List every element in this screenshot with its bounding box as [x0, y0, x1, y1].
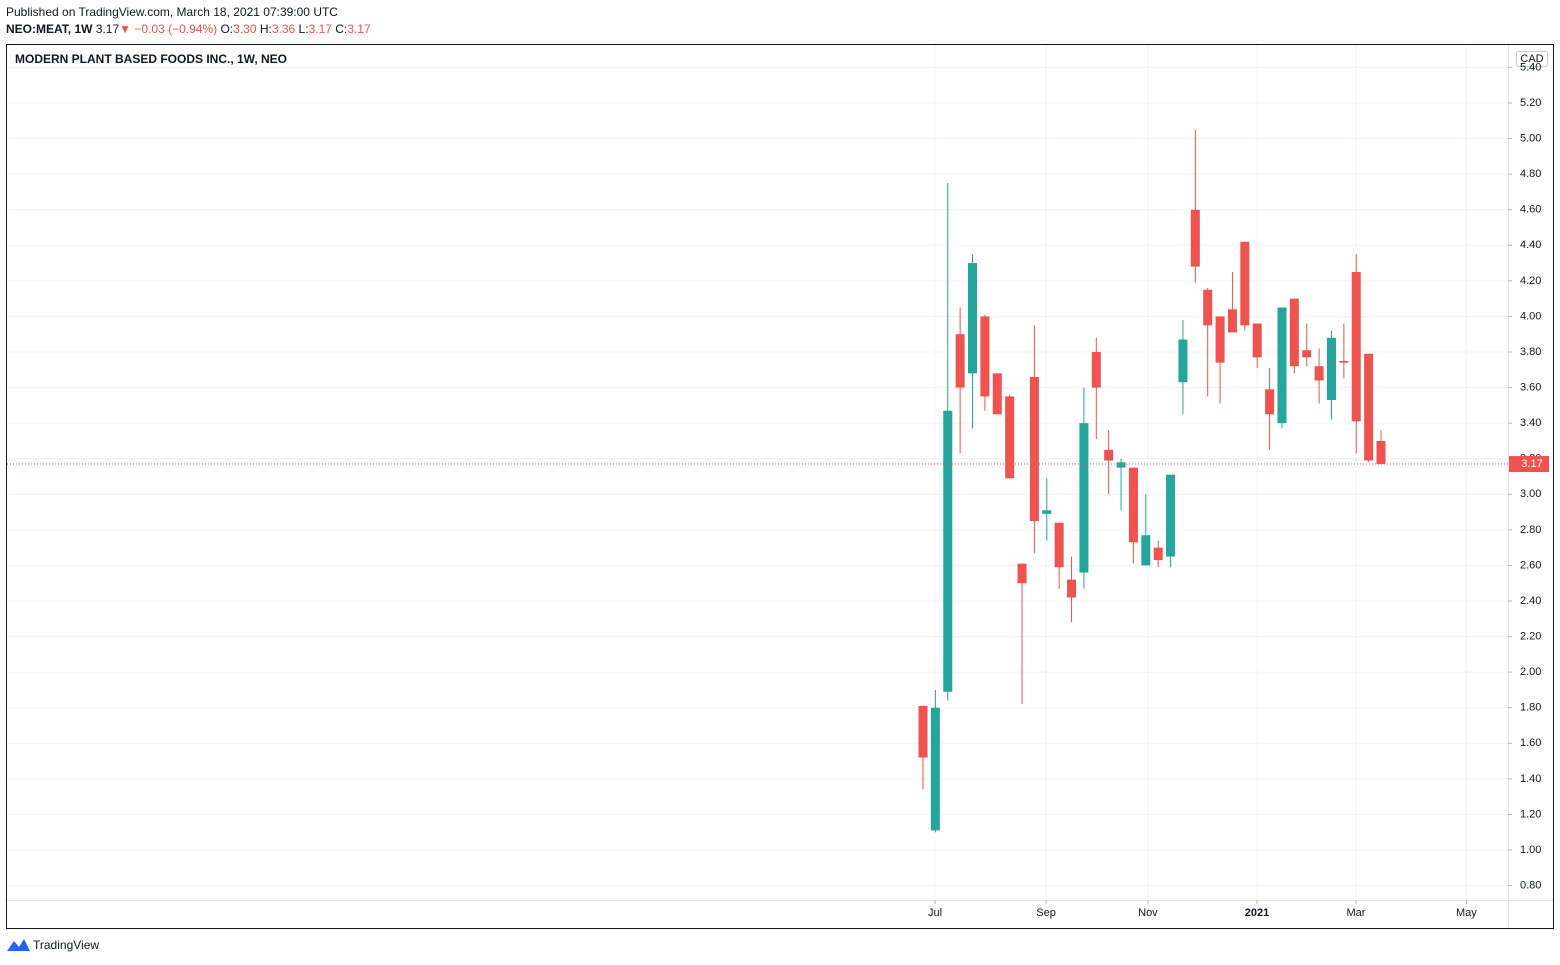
- y-tick-label: 1.40: [1520, 773, 1541, 785]
- candle-body: [955, 334, 965, 388]
- y-tick-label: 3.00: [1520, 488, 1541, 500]
- chart-title: MODERN PLANT BASED FOODS INC., 1W, NEO: [15, 52, 287, 66]
- candle-body: [1091, 351, 1101, 388]
- candle-body: [1339, 360, 1349, 363]
- y-tick-label: 4.40: [1520, 239, 1541, 251]
- candle-body: [1067, 579, 1077, 598]
- change: −0.03 (−0.94%): [134, 22, 218, 36]
- x-tick-label: Nov: [1138, 907, 1158, 919]
- currency-box: [1516, 51, 1548, 67]
- candle-body: [1017, 563, 1027, 584]
- candle-body: [1215, 316, 1225, 363]
- y-tick-label: 1.80: [1520, 702, 1541, 714]
- candle-body: [1029, 376, 1039, 521]
- y-tick-label: 0.80: [1520, 879, 1541, 891]
- candle-body: [918, 705, 928, 758]
- x-tick-label: Sep: [1036, 907, 1056, 919]
- symbol-line: NEO:MEAT, 1W 3.17▼ −0.03 (−0.94%) O:3.30…: [6, 22, 371, 36]
- candle-body: [1326, 337, 1336, 401]
- y-tick-label: 2.40: [1520, 595, 1541, 607]
- candle-body: [1227, 309, 1237, 333]
- y-tick-label: 5.40: [1520, 61, 1541, 73]
- candle-body: [1364, 353, 1374, 461]
- candle-body: [1314, 366, 1324, 381]
- y-tick-label: 1.60: [1520, 737, 1541, 749]
- y-tick-label: 3.60: [1520, 381, 1541, 393]
- y-tick-label: 5.20: [1520, 97, 1541, 109]
- candle-body: [1178, 339, 1188, 383]
- arrow: ▼: [119, 22, 132, 36]
- y-tick-label: 3.80: [1520, 346, 1541, 358]
- y-tick-label: 4.00: [1520, 310, 1541, 322]
- y-tick-label: 2.60: [1520, 559, 1541, 571]
- candle-body: [1302, 350, 1312, 358]
- last-price-box: [1509, 456, 1549, 473]
- candle-body: [1104, 449, 1114, 461]
- last-price: 3.17: [95, 22, 120, 36]
- ohlc-value: 3.36: [271, 22, 296, 36]
- candle-body: [1289, 298, 1299, 367]
- y-tick-label: 1.00: [1520, 844, 1541, 856]
- grid: [7, 45, 1508, 900]
- currency: CAD: [1520, 53, 1543, 65]
- y-tick-label: 5.00: [1520, 132, 1541, 144]
- y-tick-label: 2.80: [1520, 524, 1541, 536]
- candle-body: [1265, 389, 1275, 415]
- candle-body: [992, 373, 1002, 415]
- x-tick-label: Jul: [928, 907, 942, 919]
- ohlc-label: L:: [298, 22, 309, 36]
- candle-body: [1166, 474, 1176, 557]
- candle-body: [1252, 323, 1262, 358]
- brand: TradingView: [33, 938, 99, 952]
- chart-frame: [6, 44, 1554, 929]
- y-tick-label: 4.60: [1520, 204, 1541, 216]
- candle-body: [1116, 462, 1126, 468]
- ohlc-value: 3.30: [233, 22, 257, 36]
- candles: [7, 129, 1508, 833]
- candle-body: [1351, 271, 1361, 422]
- candle-body: [1203, 289, 1213, 326]
- x-tick-label: May: [1456, 907, 1477, 919]
- candle-body: [1005, 396, 1015, 479]
- candle-body: [1190, 209, 1200, 267]
- candle-body: [1141, 535, 1151, 566]
- candle-body: [943, 410, 953, 692]
- x-tick-label: 2021: [1245, 907, 1269, 919]
- candle-body: [1376, 440, 1386, 465]
- logo-icon: [7, 939, 30, 951]
- y-tick-label: 4.20: [1520, 275, 1541, 287]
- ohlc-label: O:: [220, 22, 234, 36]
- candle-body: [968, 263, 978, 374]
- candle-body: [930, 707, 940, 831]
- ohlc-value: 3.17: [347, 22, 371, 36]
- y-tick-label: 4.80: [1520, 168, 1541, 180]
- candle-body: [1054, 522, 1064, 568]
- candle-body: [1153, 547, 1163, 561]
- y-tick-label: 2.20: [1520, 630, 1541, 642]
- candle-body: [1240, 241, 1250, 326]
- candle-body: [980, 316, 990, 397]
- ohlc-label: H:: [259, 22, 272, 36]
- candle-body: [1042, 510, 1052, 514]
- ohlc-value: 3.17: [308, 22, 332, 36]
- candle-body: [1128, 467, 1138, 543]
- candle-body: [1079, 423, 1089, 573]
- published-line: Published on TradingView.com, March 18, …: [6, 5, 338, 19]
- last-price-label: 3.17: [1521, 458, 1542, 470]
- y-tick-label: 2.00: [1520, 666, 1541, 678]
- candle-body: [1277, 307, 1287, 424]
- y-tick-label: 1.20: [1520, 808, 1541, 820]
- x-tick-label: Mar: [1347, 907, 1366, 919]
- y-tick-label: 3.40: [1520, 417, 1541, 429]
- symbol: NEO:MEAT, 1W: [6, 22, 93, 36]
- ohlc-label: C:: [335, 22, 348, 36]
- logo: TradingView: [7, 938, 99, 952]
